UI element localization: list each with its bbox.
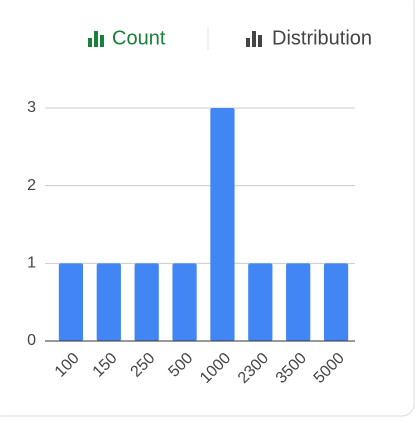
- bar: [58, 263, 84, 341]
- bar: [286, 263, 311, 341]
- tab-label[interactable]: Count: [112, 27, 166, 49]
- tab-icon: [94, 31, 98, 47]
- tab-icon: [88, 38, 92, 47]
- bar: [323, 263, 349, 341]
- bar: [96, 263, 121, 341]
- tab-icon: [252, 31, 256, 47]
- tab-icon: [258, 35, 262, 47]
- y-tick-label: 1: [27, 255, 36, 272]
- bar: [210, 108, 235, 341]
- count-tab[interactable]: Count: [88, 27, 166, 49]
- distribution-tab[interactable]: Distribution: [246, 27, 372, 49]
- y-tick-label: 0: [27, 332, 36, 349]
- y-tick-label: 2: [27, 177, 36, 194]
- bar: [172, 263, 197, 341]
- tab-label[interactable]: Distribution: [272, 27, 372, 49]
- tab-icon: [246, 38, 250, 47]
- card-border: [0, 0, 415, 417]
- tab-icon: [100, 35, 104, 47]
- bar: [248, 263, 273, 341]
- y-tick-label: 3: [27, 99, 36, 116]
- bar: [134, 263, 159, 341]
